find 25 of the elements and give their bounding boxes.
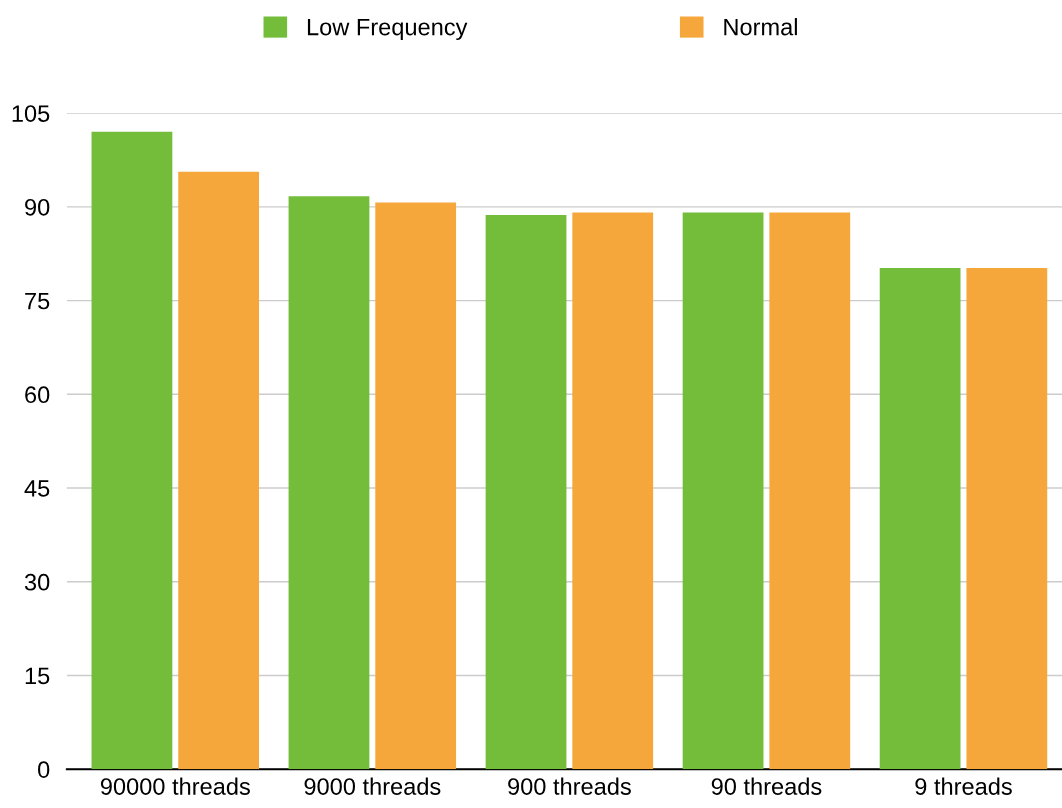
x-tick-label: 9000 threads: [304, 777, 441, 795]
bar: [769, 212, 851, 770]
y-tick-label: 45: [24, 480, 50, 497]
y-tick-label: 15: [25, 667, 50, 685]
y-tick-label: 75: [25, 292, 50, 310]
y-tick-label: 90: [25, 198, 50, 216]
legend-label: Low Frequency: [307, 18, 468, 41]
legend-label: Normal: [724, 18, 797, 36]
bar: [485, 214, 567, 770]
x-tick-label: 9 threads: [915, 777, 1012, 795]
bar: [572, 212, 654, 770]
bar: [682, 212, 764, 770]
bar: [375, 202, 457, 770]
y-tick-label: 105: [12, 105, 50, 122]
bar: [879, 268, 961, 770]
y-tick-label: 0: [38, 761, 50, 778]
bar: [288, 196, 370, 770]
bar: [178, 171, 260, 770]
y-tick-label: 60: [25, 386, 50, 404]
bar: [91, 131, 173, 770]
x-tick-label: 90000 threads: [100, 777, 250, 795]
x-tick-label: 900 threads: [508, 777, 631, 795]
x-tick-label: 90 threads: [711, 777, 822, 795]
bar: [966, 268, 1048, 770]
y-tick-label: 30: [24, 573, 50, 591]
